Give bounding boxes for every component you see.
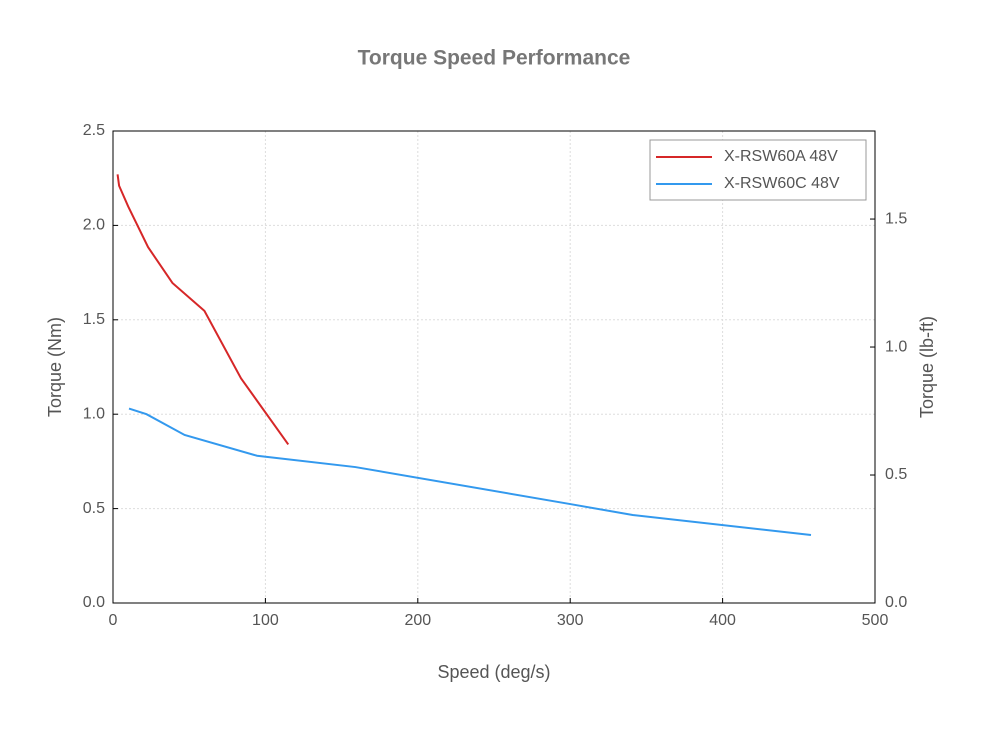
- x-tick-label: 200: [404, 612, 431, 629]
- y-tick-label: 1.5: [83, 311, 105, 328]
- x-tick-label: 500: [862, 612, 889, 629]
- x-tick-label: 0: [109, 612, 118, 629]
- y2-tick-label: 1.5: [885, 210, 907, 227]
- series-line: [128, 407, 812, 537]
- x-tick-label: 300: [557, 612, 584, 629]
- x-tick-label: 400: [709, 612, 736, 629]
- y2-tick-label: 0.5: [885, 466, 907, 483]
- x-axis-label: Speed (deg/s): [437, 662, 550, 682]
- y-tick-label: 1.0: [83, 405, 105, 422]
- chart-title: Torque Speed Performance: [358, 47, 631, 70]
- x-tick-label: 100: [252, 612, 279, 629]
- plot-frame: [112, 130, 876, 604]
- legend-label: X-RSW60C 48V: [724, 175, 840, 192]
- y2-tick-label: 1.0: [885, 338, 907, 355]
- y-axis-label: Torque (Nm): [45, 317, 65, 417]
- y-tick-label: 0.5: [83, 500, 105, 517]
- y2-tick-label: 0.0: [885, 594, 907, 611]
- y-tick-label: 2.0: [83, 217, 105, 234]
- series-line: [116, 174, 290, 445]
- y-tick-label: 2.5: [83, 122, 105, 139]
- y2-axis-label: Torque (lb-ft): [917, 316, 937, 418]
- legend-label: X-RSW60A 48V: [724, 148, 838, 165]
- legend-box: [649, 139, 867, 201]
- y-tick-label: 0.0: [83, 594, 105, 611]
